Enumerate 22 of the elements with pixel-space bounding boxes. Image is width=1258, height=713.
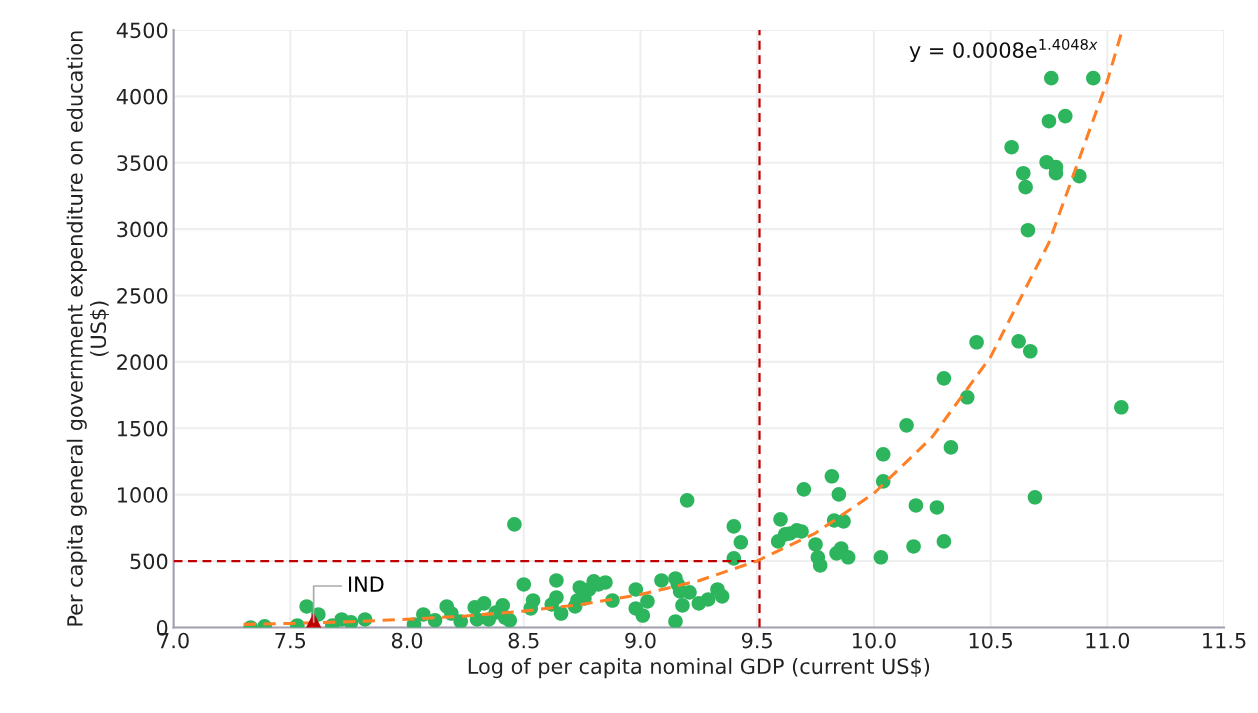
x-tick-label: 11.0: [1086, 632, 1130, 649]
x-tick-label: 9.5: [741, 632, 772, 649]
x-tick-label: 11.5: [1203, 632, 1246, 649]
y-tick-label: 2500: [117, 287, 168, 304]
annotation: y = 0.0008e$^{1.4048x}$: [909, 38, 1098, 63]
x-tick-label: 10.5: [969, 632, 1012, 649]
y-tick-label: 4500: [116, 22, 168, 39]
y-tick-label: 500: [130, 553, 168, 570]
x-tick-label: 8.5: [508, 632, 539, 649]
x-tick-label: 10.0: [852, 632, 896, 649]
x-tick-label: 7.5: [275, 632, 306, 649]
x-axis-title: Log of per capita nominal GDP (current US$): [468, 658, 930, 679]
y-tick-label: 3500: [117, 155, 168, 171]
y-tick-label: 1500: [118, 420, 168, 437]
y-axis-title: Per capita general government expenditure on education (US$): [66, 31, 109, 626]
annotation: IND: [349, 576, 384, 592]
y-tick-label: 4000: [116, 88, 168, 105]
y-tick-label: 3000: [117, 221, 168, 238]
y-tick-label: 2000: [117, 354, 168, 371]
x-tick-label: 8.0: [391, 632, 423, 649]
y-tick-label: 1000: [118, 487, 168, 503]
x-tick-label: 9.0: [625, 632, 656, 649]
